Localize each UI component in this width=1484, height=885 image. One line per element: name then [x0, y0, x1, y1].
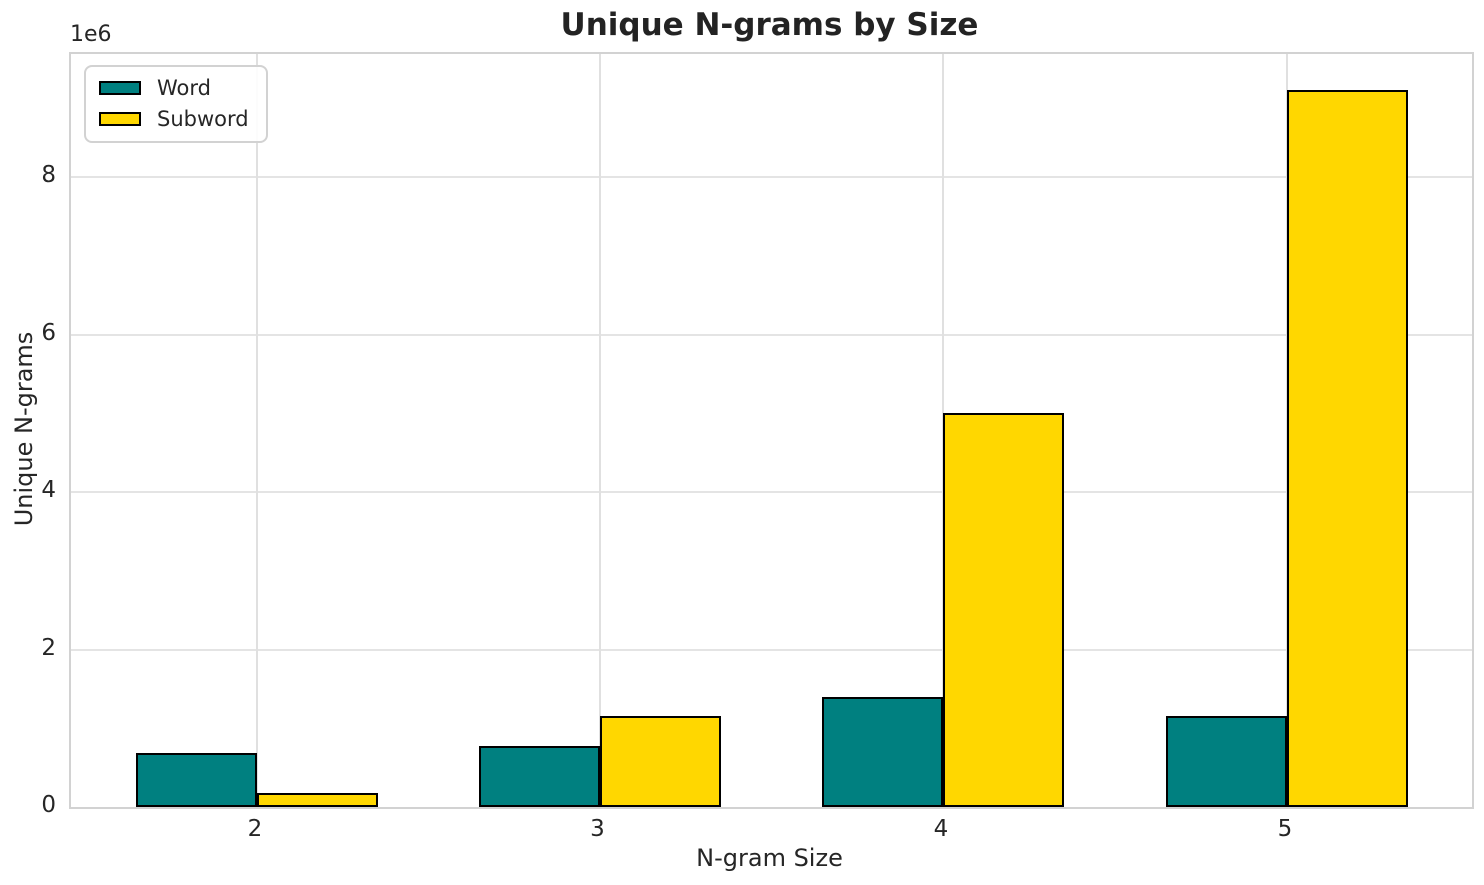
- y-tick-6: 6: [41, 319, 56, 346]
- x-axis-label: N-gram Size: [696, 844, 843, 872]
- chart-title: Unique N-grams by Size: [560, 7, 979, 43]
- plot-area: Word Subword: [69, 52, 1474, 809]
- h-gridline: [71, 176, 1472, 178]
- x-tick-3: 3: [590, 816, 605, 842]
- v-gridline: [256, 54, 258, 807]
- legend-swatch-word: [99, 81, 141, 95]
- bar-subword-n5: [1287, 90, 1408, 807]
- y-tick-4: 4: [41, 477, 56, 503]
- legend-swatch-subword: [99, 112, 141, 126]
- legend: Word Subword: [84, 65, 268, 143]
- y-tick-2: 2: [41, 634, 56, 661]
- x-tick-5: 5: [1277, 816, 1293, 842]
- legend-label-subword: Subword: [157, 107, 249, 131]
- bar-word-n2: [136, 753, 257, 807]
- y-tick-0: 0: [41, 792, 56, 818]
- h-gridline: [71, 648, 1472, 651]
- h-gridline: [71, 491, 1472, 493]
- y-tick-8: 8: [41, 162, 56, 188]
- bar-word-n4: [822, 697, 943, 807]
- bar-subword-n4: [943, 413, 1064, 807]
- v-gridline: [598, 54, 601, 807]
- h-gridline: [71, 333, 1472, 336]
- legend-label-word: Word: [157, 76, 211, 100]
- x-tick-4: 4: [933, 816, 949, 842]
- bar-word-n3: [478, 746, 600, 807]
- x-tick-2: 2: [247, 816, 263, 842]
- legend-item-subword: Subword: [99, 107, 249, 131]
- bar-word-n5: [1166, 716, 1287, 807]
- legend-item-word: Word: [99, 76, 249, 100]
- bar-subword-n3: [599, 716, 721, 807]
- y-axis-offset-label: 1e6: [70, 22, 112, 47]
- bar-subword-n2: [257, 793, 378, 807]
